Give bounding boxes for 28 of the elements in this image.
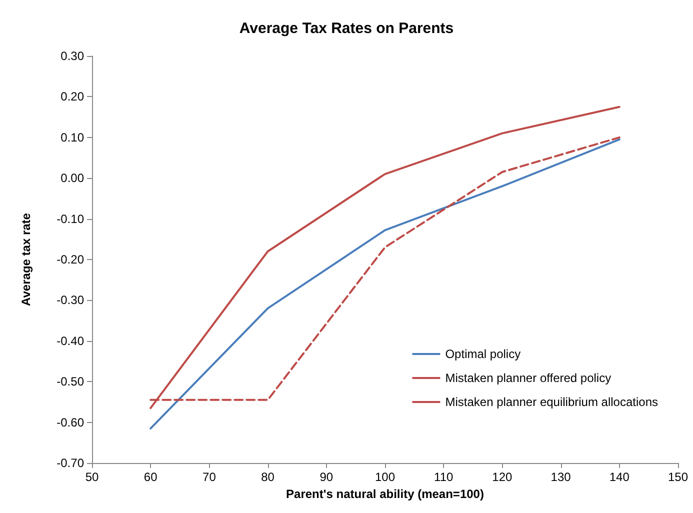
y-tick-label: -0.40 [56,334,84,348]
y-tick-label: -0.70 [56,456,84,470]
x-tick-label: 80 [261,470,275,484]
y-tick-label: 0.10 [60,130,84,144]
y-tick-label: 0.00 [60,171,84,186]
y-tick-label: -0.20 [56,252,84,266]
x-axis-title: Parent's natural ability (mean=100) [286,486,484,501]
x-tick-label: 100 [374,470,396,484]
y-tick-label: -0.60 [56,415,84,430]
x-tick-label: 130 [550,470,572,484]
y-tick-label: -0.30 [56,293,84,308]
x-tick-label: 90 [320,470,334,484]
y-tick-label: -0.50 [56,374,84,389]
x-tick-label: 50 [85,470,99,484]
legend-label: Mistaken planner equilibrium allocations [445,395,658,409]
x-tick-label: 60 [144,470,158,484]
legend-label: Optimal policy [445,347,521,361]
legend-label: Mistaken planner offered policy [445,371,612,385]
y-axis-title: Average tax rate [19,212,33,306]
x-tick-label: 140 [609,470,630,484]
x-tick-label: 150 [668,470,688,484]
y-tick-label: -0.10 [56,212,84,226]
y-tick-label: 0.20 [60,90,84,104]
x-tick-label: 110 [434,470,454,484]
chart-title: Average Tax Rates on Parents [239,20,454,37]
y-tick-label: 0.30 [60,49,84,63]
x-tick-label: 70 [202,470,216,484]
x-tick-label: 120 [492,470,513,484]
